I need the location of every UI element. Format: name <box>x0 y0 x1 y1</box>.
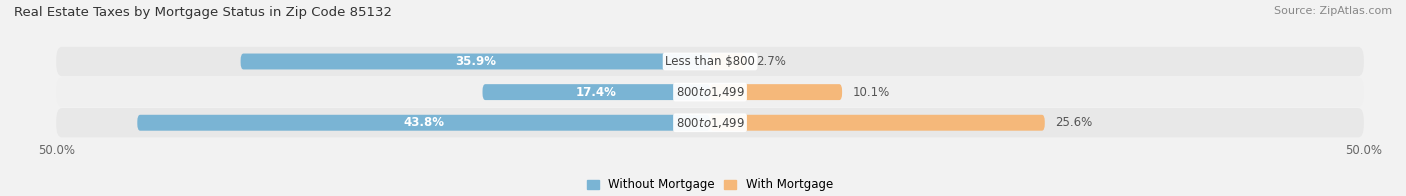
FancyBboxPatch shape <box>56 108 1364 137</box>
Text: Source: ZipAtlas.com: Source: ZipAtlas.com <box>1274 6 1392 16</box>
Text: 25.6%: 25.6% <box>1056 116 1092 129</box>
Text: $800 to $1,499: $800 to $1,499 <box>675 116 745 130</box>
FancyBboxPatch shape <box>240 54 710 69</box>
FancyBboxPatch shape <box>482 84 710 100</box>
Text: 2.7%: 2.7% <box>756 55 786 68</box>
Legend: Without Mortgage, With Mortgage: Without Mortgage, With Mortgage <box>582 173 838 196</box>
Text: 17.4%: 17.4% <box>576 86 617 99</box>
FancyBboxPatch shape <box>710 54 745 69</box>
FancyBboxPatch shape <box>56 47 1364 76</box>
FancyBboxPatch shape <box>710 115 1045 131</box>
FancyBboxPatch shape <box>56 77 1364 107</box>
Text: $800 to $1,499: $800 to $1,499 <box>675 85 745 99</box>
FancyBboxPatch shape <box>138 115 710 131</box>
Text: 10.1%: 10.1% <box>852 86 890 99</box>
Text: Less than $800: Less than $800 <box>665 55 755 68</box>
FancyBboxPatch shape <box>710 84 842 100</box>
Text: Real Estate Taxes by Mortgage Status in Zip Code 85132: Real Estate Taxes by Mortgage Status in … <box>14 6 392 19</box>
Text: 35.9%: 35.9% <box>454 55 496 68</box>
Text: 43.8%: 43.8% <box>404 116 444 129</box>
